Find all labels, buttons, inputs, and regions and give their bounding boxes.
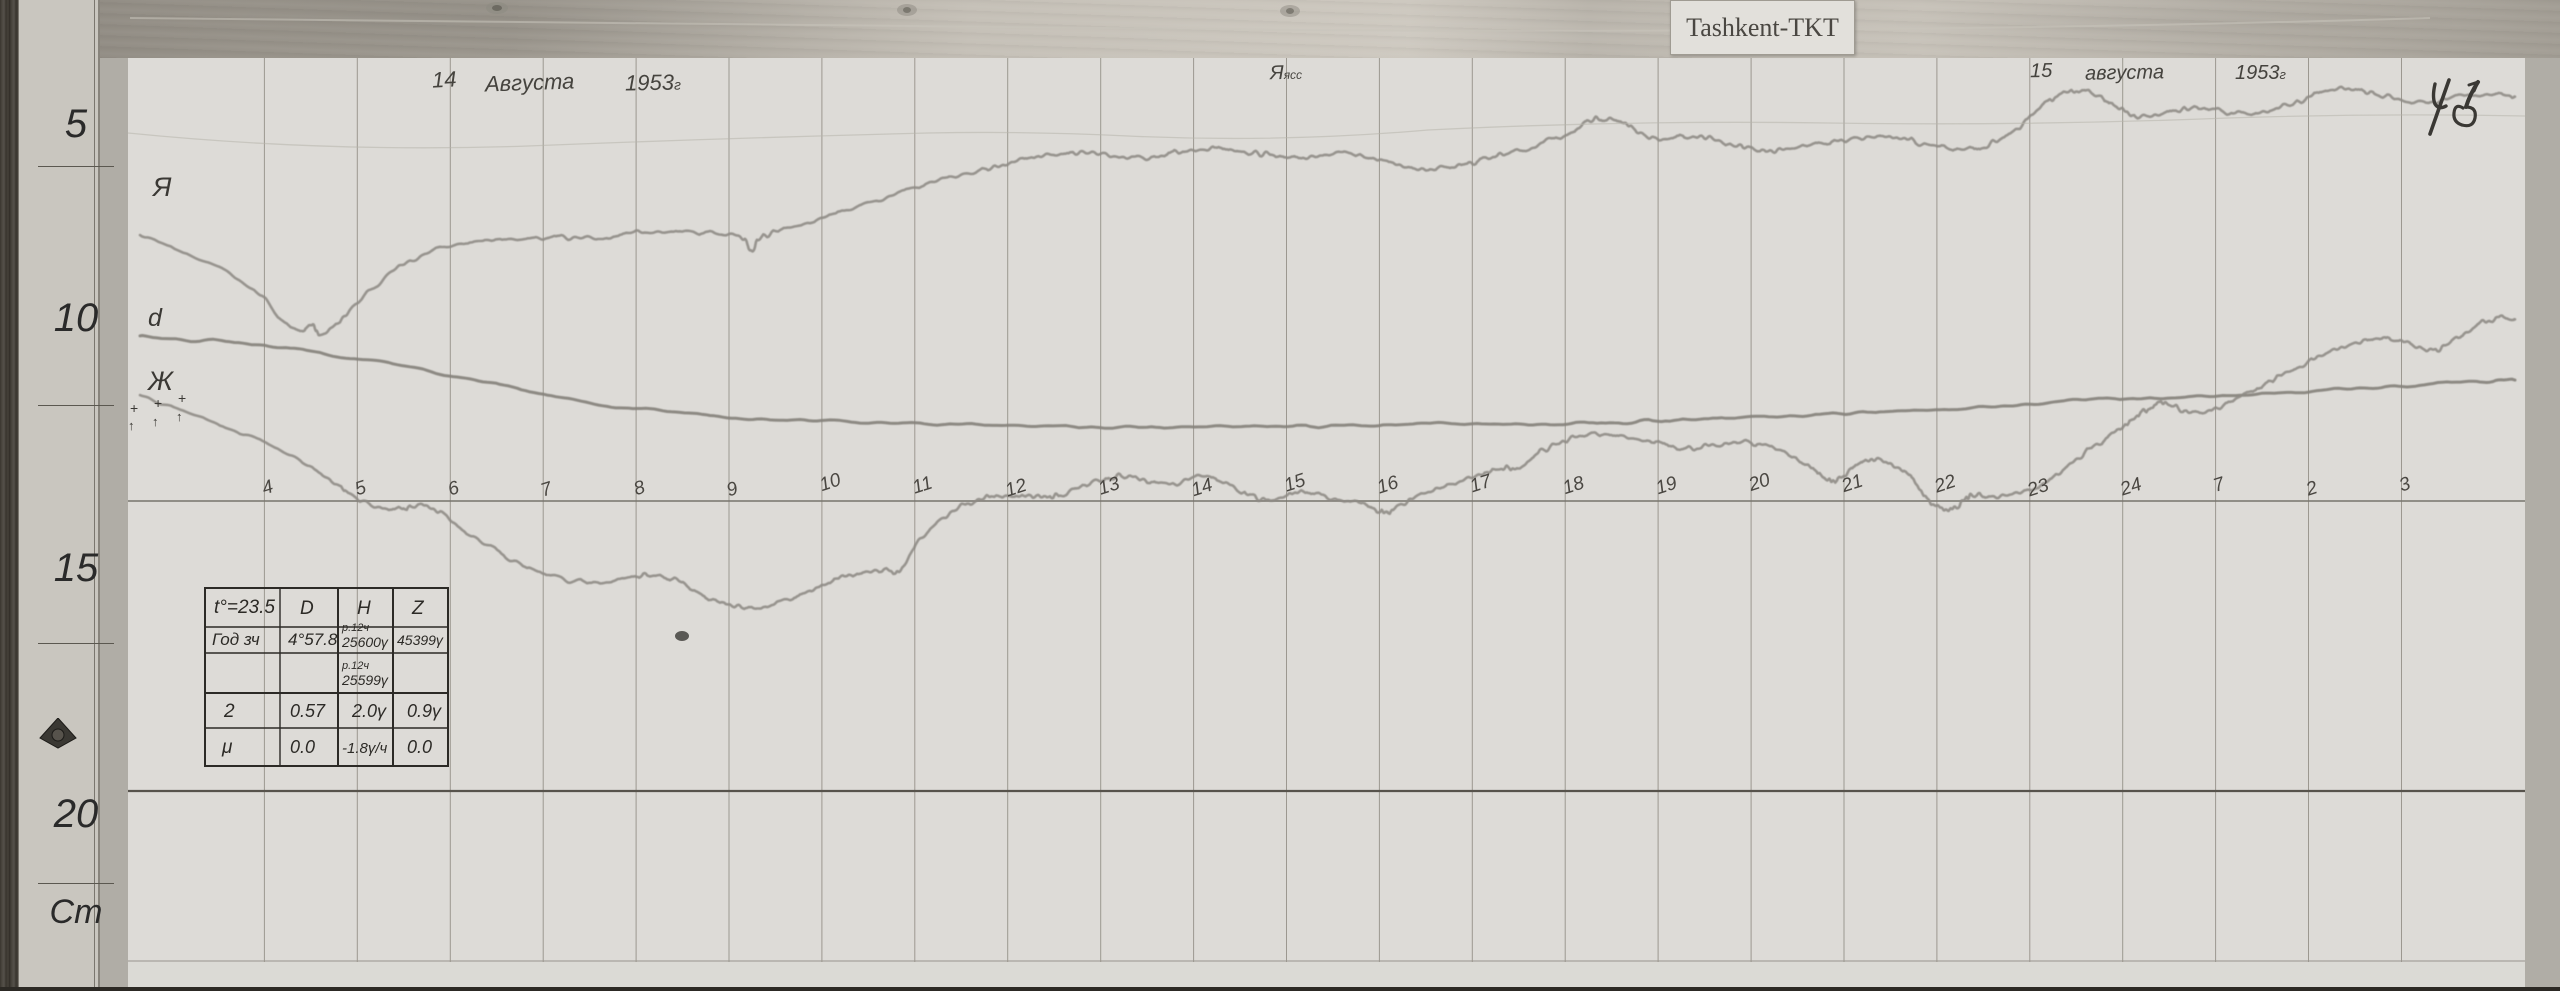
svg-text:6: 6 (445, 477, 462, 500)
svg-text:24: 24 (2117, 474, 2145, 501)
svg-text:20: 20 (1745, 469, 1773, 496)
svg-text:0.57: 0.57 (290, 701, 326, 721)
svg-text:25599γ: 25599γ (341, 672, 389, 688)
svg-text:↑: ↑ (128, 418, 135, 433)
svg-text:45399γ: 45399γ (397, 632, 444, 648)
svg-text:Z: Z (411, 598, 425, 619)
svg-text:Год зч: Год зч (212, 630, 260, 649)
svg-text:0.0: 0.0 (407, 737, 432, 757)
svg-text:d: d (148, 304, 163, 332)
svg-text:16: 16 (1374, 472, 1401, 499)
svg-text:2: 2 (2303, 477, 2321, 501)
svg-text:8: 8 (631, 477, 648, 500)
svg-text:μ: μ (221, 737, 233, 758)
svg-text:↑: ↑ (176, 409, 183, 424)
svg-text:↑: ↑ (152, 414, 159, 429)
svg-text:13: 13 (1096, 473, 1123, 500)
svg-text:D: D (300, 598, 314, 619)
svg-text:Ж: Ж (146, 366, 175, 396)
svg-text:+: + (130, 400, 138, 416)
svg-text:22: 22 (1931, 471, 1959, 498)
svg-text:11: 11 (910, 472, 935, 498)
svg-text:Я: Я (151, 172, 172, 202)
svg-text:4: 4 (259, 476, 276, 499)
svg-text:18: 18 (1560, 472, 1587, 499)
svg-text:2: 2 (223, 701, 235, 722)
svg-text:7: 7 (2211, 473, 2229, 497)
svg-text:0.0: 0.0 (290, 737, 315, 757)
svg-text:2.0γ: 2.0γ (351, 701, 387, 721)
svg-text:21: 21 (1838, 471, 1866, 498)
svg-text:p.12ч: p.12ч (341, 660, 369, 672)
svg-text:17: 17 (1467, 470, 1495, 497)
svg-text:p.12ч: p.12ч (341, 622, 369, 634)
svg-text:25600γ: 25600γ (341, 634, 389, 650)
svg-text:+: + (178, 390, 186, 406)
svg-text:10: 10 (817, 469, 844, 496)
svg-text:23: 23 (2024, 475, 2052, 502)
svg-text:-1.8γ/ч: -1.8γ/ч (342, 740, 388, 757)
svg-text:4°57.8: 4°57.8 (288, 630, 338, 649)
svg-text:7: 7 (538, 478, 556, 502)
svg-text:3: 3 (2397, 473, 2414, 496)
svg-text:9: 9 (724, 478, 741, 501)
svg-text:t°=23.5: t°=23.5 (214, 597, 275, 618)
svg-text:0.9γ: 0.9γ (407, 701, 442, 721)
svg-text:19: 19 (1653, 473, 1680, 500)
svg-text:+: + (154, 395, 162, 411)
svg-text:H: H (357, 598, 371, 619)
